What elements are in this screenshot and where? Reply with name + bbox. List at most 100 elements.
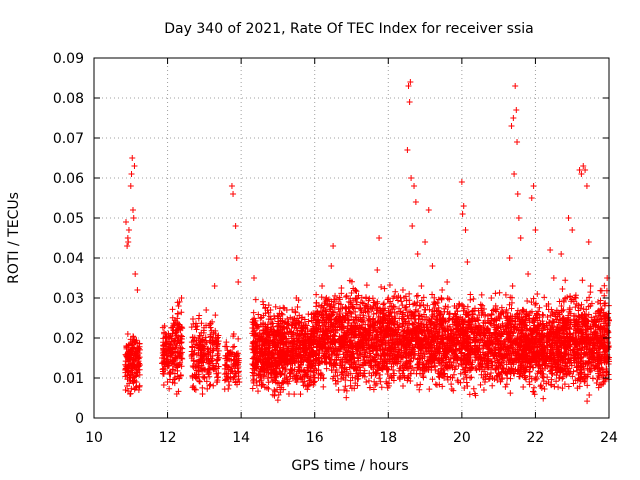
data-point xyxy=(263,331,270,338)
data-point xyxy=(203,357,210,364)
data-point xyxy=(300,382,307,389)
data-point xyxy=(477,381,484,388)
data-point xyxy=(227,375,234,382)
data-point xyxy=(312,362,319,369)
data-point xyxy=(287,373,294,380)
data-point xyxy=(195,367,202,374)
data-point xyxy=(330,332,337,339)
data-point xyxy=(270,331,277,338)
data-point xyxy=(272,303,279,310)
data-point xyxy=(275,313,282,320)
data-point xyxy=(288,322,295,329)
data-point xyxy=(207,381,214,388)
data-point xyxy=(347,377,354,384)
data-point xyxy=(260,301,267,308)
data-point xyxy=(507,375,514,382)
data-point xyxy=(189,374,196,381)
data-point xyxy=(399,302,406,309)
data-point xyxy=(524,298,531,305)
data-point xyxy=(283,307,290,314)
data-point xyxy=(178,309,185,316)
data-point xyxy=(192,323,199,330)
data-point xyxy=(255,388,262,395)
data-point xyxy=(230,361,237,368)
data-point xyxy=(478,291,485,298)
data-point xyxy=(307,376,314,383)
data-point xyxy=(363,282,370,289)
data-point xyxy=(169,330,176,337)
data-point xyxy=(166,385,173,392)
data-point xyxy=(320,383,327,390)
data-point xyxy=(305,311,312,318)
data-point xyxy=(488,312,495,319)
data-point xyxy=(446,296,453,303)
data-point xyxy=(257,315,264,322)
data-point xyxy=(273,359,280,366)
data-point xyxy=(214,356,221,363)
data-point xyxy=(230,374,237,381)
data-point xyxy=(470,295,477,302)
data-point xyxy=(178,363,185,370)
data-point xyxy=(274,397,281,404)
data-point xyxy=(414,292,421,299)
data-point xyxy=(354,382,361,389)
data-point xyxy=(208,355,215,362)
data-point xyxy=(235,376,242,383)
data-point xyxy=(250,361,257,368)
data-point xyxy=(199,353,206,360)
data-point xyxy=(209,339,216,346)
data-point xyxy=(191,386,198,393)
data-point xyxy=(259,356,266,363)
data-point xyxy=(536,304,543,311)
data-point xyxy=(289,356,296,363)
data-point xyxy=(306,336,313,343)
data-point xyxy=(229,344,236,351)
data-point xyxy=(133,364,140,371)
data-point xyxy=(189,363,196,370)
data-point xyxy=(169,379,176,386)
data-point xyxy=(173,363,180,370)
data-point xyxy=(192,386,199,393)
data-point xyxy=(213,335,220,342)
data-point xyxy=(128,385,135,392)
data-point xyxy=(252,322,259,329)
data-point xyxy=(289,306,296,313)
data-point xyxy=(284,349,291,356)
data-point xyxy=(392,288,399,295)
data-point xyxy=(265,316,272,323)
data-point xyxy=(233,351,240,358)
data-point xyxy=(227,368,234,375)
data-point xyxy=(178,335,185,342)
data-point xyxy=(195,349,202,356)
data-point xyxy=(255,334,262,341)
data-point xyxy=(234,357,241,364)
data-point xyxy=(122,386,129,393)
data-point xyxy=(276,380,283,387)
data-point xyxy=(222,343,229,350)
data-point xyxy=(293,342,300,349)
data-point xyxy=(265,379,272,386)
data-point xyxy=(444,295,451,302)
data-point xyxy=(201,350,208,357)
data-point xyxy=(254,350,261,357)
data-point xyxy=(166,362,173,369)
data-point xyxy=(466,391,473,398)
data-point xyxy=(196,342,203,349)
data-point xyxy=(284,361,291,368)
data-point xyxy=(249,369,256,376)
data-point xyxy=(264,324,271,331)
data-point xyxy=(378,384,385,391)
data-point xyxy=(280,386,287,393)
data-point xyxy=(136,371,143,378)
data-point xyxy=(284,376,291,383)
data-point xyxy=(299,378,306,385)
data-point xyxy=(439,287,446,294)
data-point xyxy=(127,377,134,384)
data-point xyxy=(295,358,302,365)
data-point xyxy=(313,291,320,298)
data-point xyxy=(343,394,350,401)
data-point xyxy=(280,304,287,311)
data-point xyxy=(252,338,259,345)
data-point xyxy=(399,287,406,294)
data-point xyxy=(280,355,287,362)
